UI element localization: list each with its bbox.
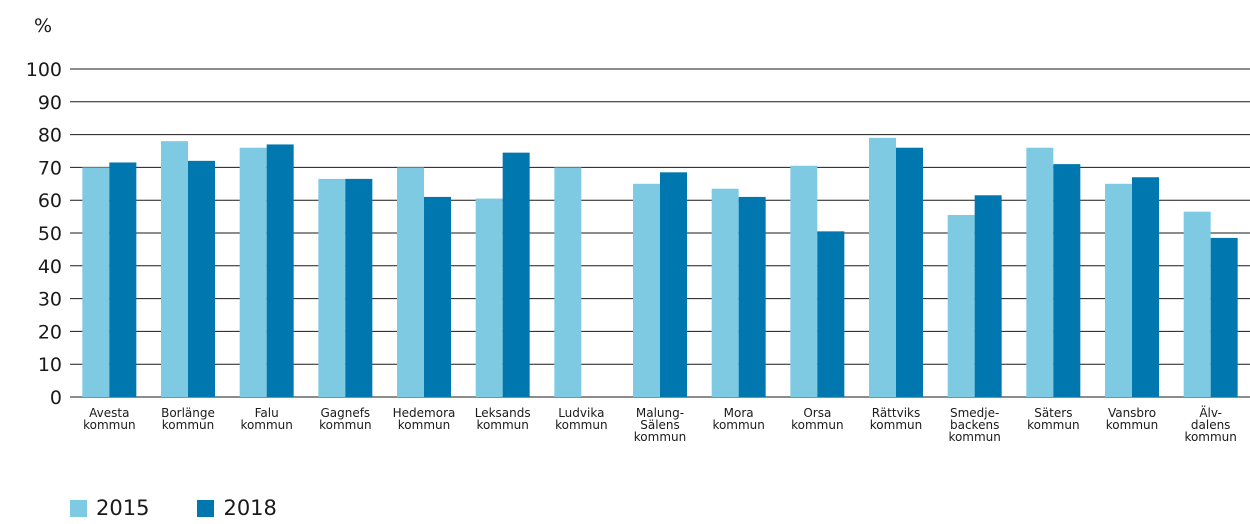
y-tick-label: 80 [38,125,62,147]
bar-2018 [1132,177,1159,397]
y-tick-label: 100 [26,59,62,81]
y-tick-label: 10 [38,354,62,376]
bar-2015 [869,137,896,397]
x-tick-label: Vansbro kommun [1106,406,1158,432]
legend-item-2015: 2015 [70,498,149,519]
x-tick-label: Säters kommun [1027,406,1079,432]
bar-2018 [424,196,451,397]
bar-2018 [502,152,530,397]
y-tick-label: 30 [38,289,62,311]
bar-2015 [1026,147,1054,397]
bar-2015 [1105,183,1132,397]
legend-item-2018: 2018 [197,496,277,520]
bar-2015 [397,167,424,397]
x-tick-label: Falu kommun [240,406,292,432]
y-tick-label: 0 [50,387,62,409]
bar-chart: % 0 10 20 30 40 50 60 70 80 90 100 Avesta kommun Bor… [26,15,1250,444]
y-axis-label: % [34,15,52,37]
legend-swatch-2018 [197,500,215,517]
bar-2018 [109,162,137,397]
bar-2018 [188,160,215,397]
bar-2015 [239,147,267,397]
bar-2018 [1053,164,1081,397]
bar-2015 [82,167,110,397]
y-tick-label: 20 [38,321,62,343]
bar-2018 [660,172,687,397]
bar-2015 [711,188,739,397]
bar-2018 [817,231,845,397]
bar-2018 [1210,237,1238,397]
legend-label-2018: 2018 [223,496,277,520]
x-tick-label: Avesta kommun [83,406,135,432]
bar-2018 [345,178,373,397]
y-tick-label: 90 [38,92,62,114]
x-tick-label: Älv-dalens kommun [1184,405,1236,444]
bar-2015 [161,141,188,397]
x-tick-label: Borlänge kommun [161,406,215,432]
bar-2018 [896,147,923,397]
y-tick-label: 50 [38,223,62,245]
bars [82,137,1238,397]
bar-2015 [554,167,582,397]
x-tick-label: Mora kommun [712,406,764,432]
bar-2018 [738,196,766,397]
x-tick-label: Orsa kommun [791,406,843,432]
y-tick-label: 70 [38,157,62,179]
bar-2015 [475,198,503,397]
x-tick-label: Hedemora kommun [393,406,456,432]
x-tick-label: Ludvika kommun [555,406,607,432]
x-tick-label: Leksands kommun [475,406,531,432]
y-tick-label: 40 [38,256,62,278]
bar-2015 [1183,211,1211,397]
bar-2015 [790,165,818,397]
bar-2018 [974,195,1002,397]
y-tick-labels: 0 10 20 30 40 50 60 70 80 90 100 [26,59,62,409]
x-tick-label: Malung-Sälens kommun [634,406,686,444]
legend: 2015 2018 [70,498,277,519]
bar-2018 [266,144,294,397]
bar-2015 [947,214,975,397]
x-tick-labels: Avesta kommun Borlänge kommun Falu kommun Gagn… [83,405,1237,444]
bar-2015 [318,178,346,397]
bar-2015 [633,183,660,397]
x-tick-label: Smedje-backens kommun [948,406,1000,444]
x-tick-label: Gagnefs kommun [319,406,371,432]
legend-label-2015: 2015 [96,496,150,520]
y-tick-label: 60 [38,190,62,212]
x-tick-label: Rättviks kommun [870,406,922,432]
legend-swatch-2015 [70,500,87,517]
